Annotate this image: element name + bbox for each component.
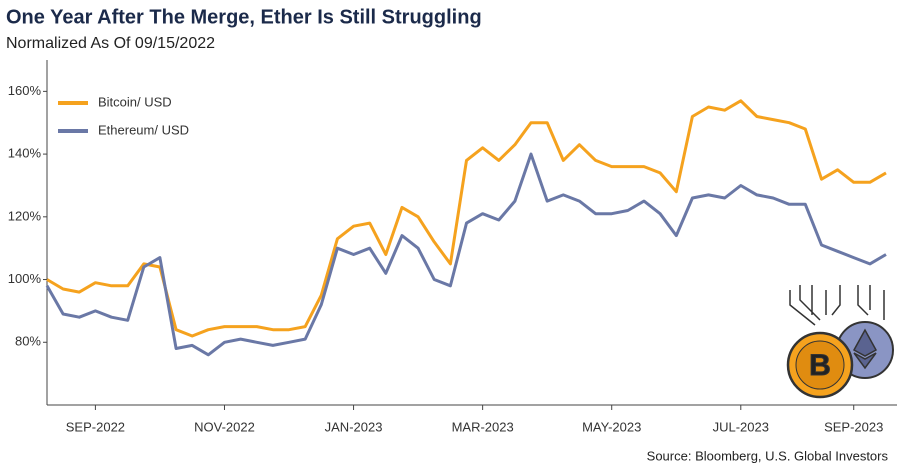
chart-title: One Year After The Merge, Ether Is Still… (6, 6, 482, 28)
y-tick-label: 140% (8, 146, 42, 161)
series-line (45, 152, 887, 357)
source: Source: Bloomberg, U.S. Global Investors (647, 448, 889, 463)
chart-subtitle: Normalized As Of 09/15/2022 (6, 35, 215, 52)
x-tick-label: SEP-2023 (824, 419, 883, 434)
series-line (46, 99, 887, 338)
x-tick-label: MAY-2023 (582, 419, 641, 434)
x-tick-label: SEP-2022 (66, 419, 125, 434)
svg-text:B: B (809, 349, 831, 382)
coin-icon: B (786, 285, 894, 399)
y-tick-label: 100% (8, 271, 42, 286)
y-tick-label: 120% (8, 208, 42, 223)
x-tick-label: MAR-2023 (452, 419, 514, 434)
legend-label: Bitcoin/ USD (98, 94, 172, 109)
y-tick-label: 160% (8, 83, 42, 98)
x-tick-label: JUL-2023 (713, 419, 769, 434)
x-tick-label: NOV-2022 (194, 419, 255, 434)
legend-label: Ethereum/ USD (98, 122, 189, 137)
x-tick-label: JAN-2023 (325, 419, 383, 434)
y-tick-label: 80% (15, 334, 41, 349)
